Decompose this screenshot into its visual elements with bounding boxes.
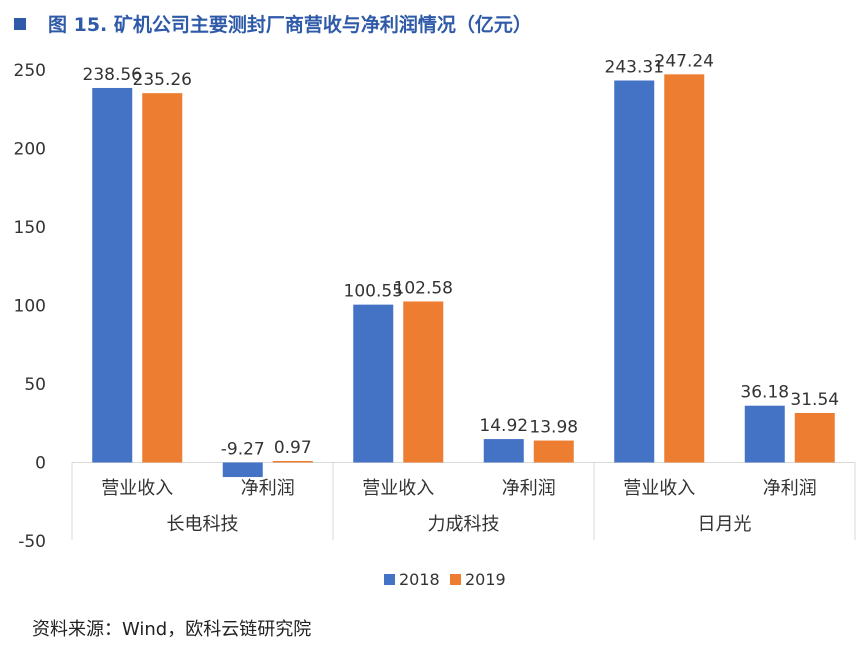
chart-title: 图 15. 矿机公司主要测封厂商营收与净利润情况（亿元） [48,14,532,36]
y-tick-label: 150 [14,218,46,238]
y-tick-label: 50 [24,375,46,395]
y-tick-label: -50 [18,532,46,552]
group-label: 日月光 [698,514,752,535]
legend-swatch-2019 [450,574,461,585]
data-label: 31.54 [790,390,839,410]
bar-2019 [272,460,313,463]
bar-2019 [403,301,444,463]
data-label: 14.92 [479,416,528,436]
bar-2019 [533,440,574,463]
category-label: 营业收入 [623,478,695,499]
group-label: 力成科技 [428,514,500,535]
data-label: 247.24 [655,51,714,71]
y-tick-label: 250 [14,61,46,81]
legend-label: 2018 [399,570,440,589]
legend-label: 2019 [465,570,506,589]
category-label: 净利润 [502,478,556,499]
bar-2018 [483,439,524,463]
data-label: 100.55 [344,282,403,302]
category-label: 净利润 [763,478,817,499]
bar-2018 [614,80,655,463]
data-label: -9.27 [221,440,265,460]
y-tick-label: 0 [35,454,46,474]
chart-title-row: 图 15. 矿机公司主要测封厂商营收与净利润情况（亿元） [14,10,532,37]
category-label: 净利润 [241,478,295,499]
bar-2018 [92,87,133,463]
data-label: 36.18 [740,383,789,403]
legend-swatch-2018 [384,574,395,585]
bar-2018 [744,405,785,463]
category-label: 营业收入 [362,478,434,499]
bar-2018 [353,304,394,463]
y-tick-label: 100 [14,297,46,317]
category-label: 营业收入 [101,478,173,499]
data-label: 235.26 [133,70,192,90]
bar-2019 [664,74,705,463]
data-label: 243.31 [605,58,664,78]
data-label: 0.97 [274,438,312,458]
y-tick-label: 200 [14,140,46,160]
source-note: 资料来源：Wind，欧科云链研究院 [32,619,312,640]
bar-2018 [222,462,263,478]
group-label: 长电科技 [167,514,239,535]
bar-2019 [142,93,183,463]
data-label: 13.98 [529,418,578,438]
data-label: 102.58 [394,278,453,298]
data-label: 238.56 [83,65,142,85]
title-marker-icon [14,17,26,30]
bar-2019 [794,412,835,463]
